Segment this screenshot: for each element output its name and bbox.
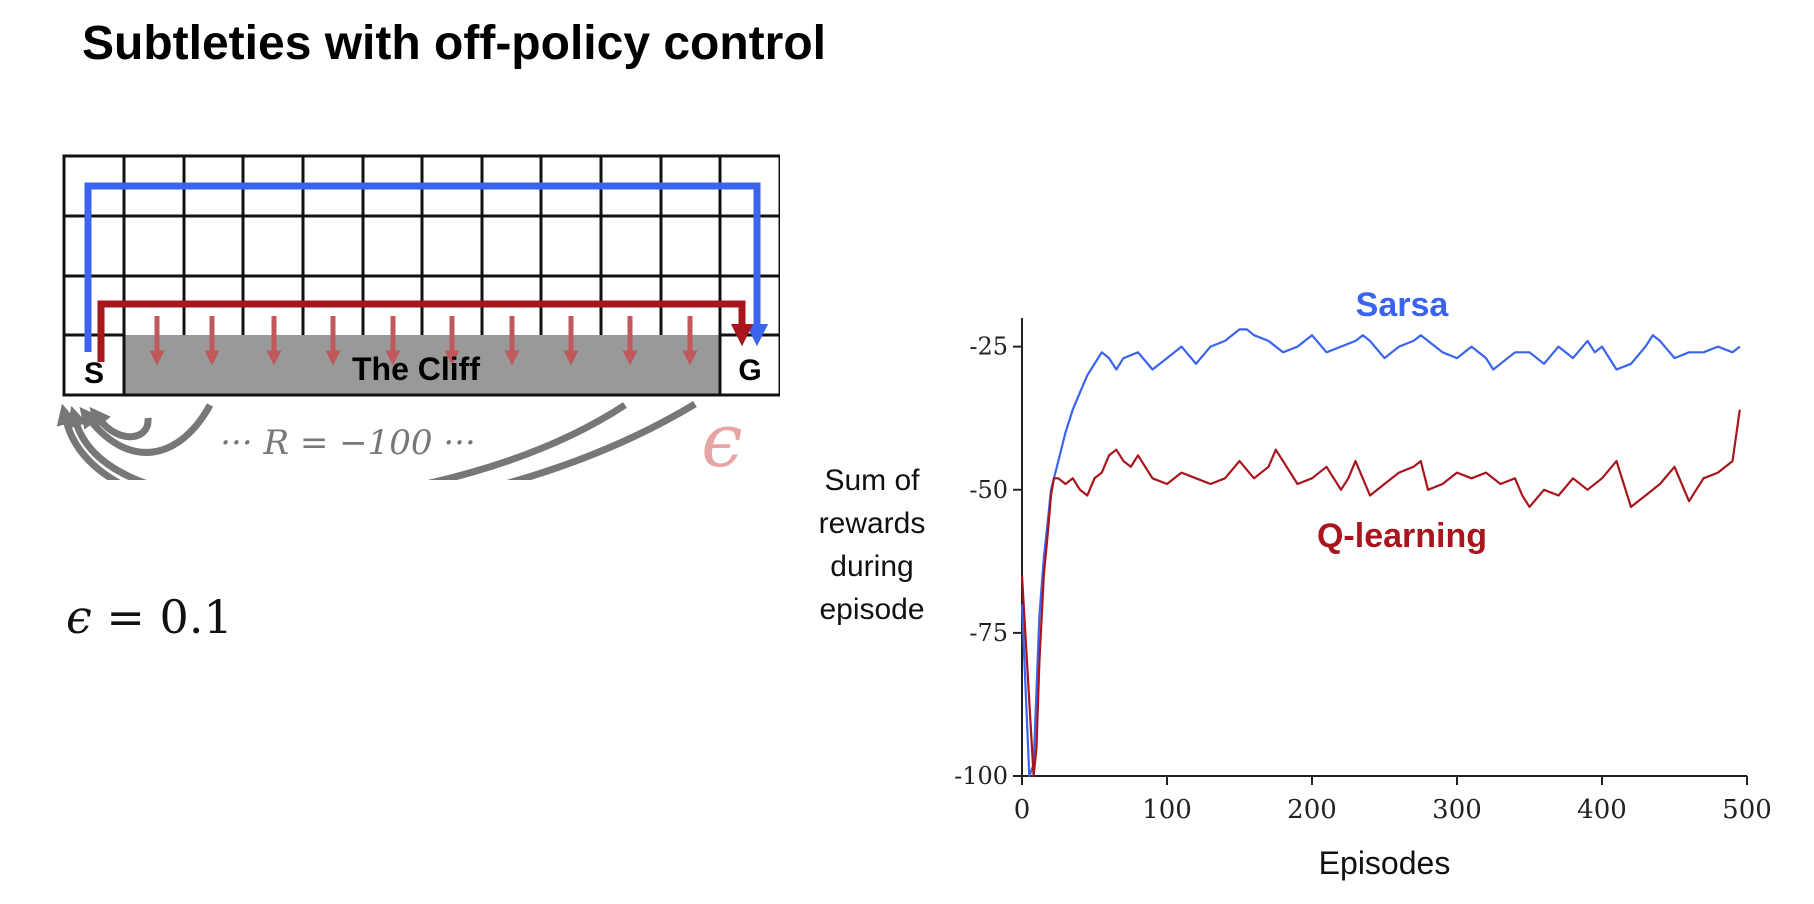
epsilon-setting-symbol: ϵ xyxy=(66,590,92,644)
goal-label: G xyxy=(738,354,761,387)
x-tick-label: 500 xyxy=(1722,795,1772,825)
series-line-sarsa xyxy=(1020,328,1741,778)
x-tick-label: 300 xyxy=(1432,795,1482,825)
x-tick-label: 100 xyxy=(1142,795,1192,825)
y-tick-label: -50 xyxy=(969,476,1008,504)
y-axis-label-line: during xyxy=(830,550,913,583)
series-label-q-learning: Q-learning xyxy=(1317,517,1487,555)
cliff-region xyxy=(124,335,720,395)
series-label-sarsa: Sarsa xyxy=(1356,286,1450,324)
y-tick-label: -25 xyxy=(969,333,1008,361)
x-axis-label: Episodes xyxy=(1319,845,1451,881)
start-label: S xyxy=(84,357,104,390)
x-tick-label: 400 xyxy=(1577,795,1627,825)
y-axis-label-line: episode xyxy=(819,593,924,626)
cliff-gridworld: S G The Cliff ··· R = −100 ··· ϵ xyxy=(56,154,780,480)
epsilon-setting-value: = 0.1 xyxy=(91,590,233,644)
optimal-path xyxy=(97,300,754,362)
y-tick-label: -100 xyxy=(954,762,1008,790)
reward-annotation: ··· R = −100 ··· xyxy=(220,423,476,463)
epsilon-symbol: ϵ xyxy=(701,398,742,480)
safe-path xyxy=(84,182,769,352)
x-tick-label: 200 xyxy=(1287,795,1337,825)
epsilon-setting: ϵ = 0.1 xyxy=(66,590,233,644)
x-tick-label: 0 xyxy=(1014,795,1031,825)
cliff-fall-arrows xyxy=(56,401,697,480)
cliff-label: The Cliff xyxy=(352,351,480,387)
y-tick-label: -75 xyxy=(969,619,1008,647)
y-axis-label: Sum of rewards during episode xyxy=(819,464,926,626)
exploration-arrows xyxy=(149,316,698,366)
slide-title: Subtleties with off-policy control xyxy=(82,17,826,70)
series-line-q-learning xyxy=(1020,409,1741,778)
y-axis-label-line: rewards xyxy=(819,507,926,540)
y-axis-label-line: Sum of xyxy=(824,464,920,497)
